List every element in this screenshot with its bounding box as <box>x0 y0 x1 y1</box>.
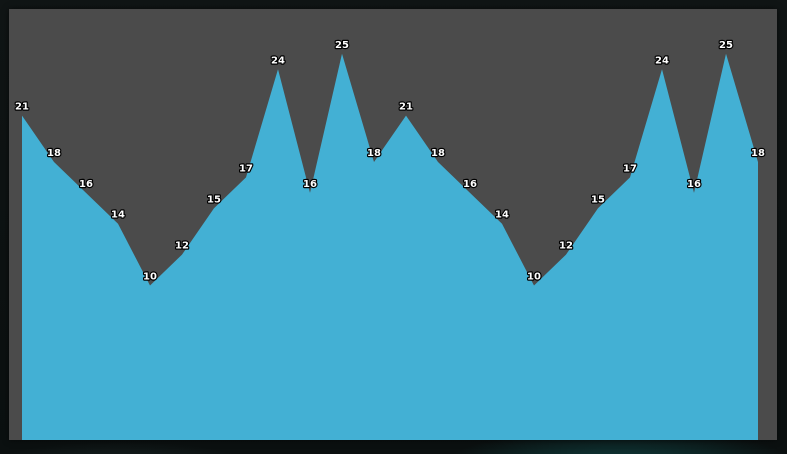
data-label-21: 24 <box>655 55 669 66</box>
data-label-3: 16 <box>79 179 93 190</box>
data-label-10: 16 <box>303 179 317 190</box>
data-label-14: 18 <box>431 148 445 159</box>
series-area <box>22 53 758 441</box>
data-label-1: 21 <box>15 102 29 113</box>
data-label-15: 16 <box>463 179 477 190</box>
data-label-4: 14 <box>111 210 125 221</box>
data-label-9: 24 <box>271 55 285 66</box>
data-label-8: 17 <box>239 163 253 174</box>
data-label-19: 15 <box>591 194 605 205</box>
data-label-18: 12 <box>559 241 573 252</box>
data-label-5: 10 <box>143 272 157 283</box>
area-chart: 21 18 16 14 10 12 15 17 24 16 25 18 21 18 16 14 10 12 15 17… <box>14 39 766 441</box>
data-label-17: 10 <box>527 272 541 283</box>
data-label-6: 12 <box>175 241 189 252</box>
data-label-22: 16 <box>687 179 701 190</box>
data-label-24: 18 <box>751 148 765 159</box>
data-label-11: 25 <box>335 40 349 51</box>
data-labels: 21 18 16 14 10 12 15 17 24 16 25 18 21 18 16 14 10 12 15 17… <box>14 39 766 284</box>
data-label-16: 14 <box>495 210 509 221</box>
data-label-13: 21 <box>399 102 413 113</box>
data-label-7: 15 <box>207 194 221 205</box>
data-label-20: 17 <box>623 163 637 174</box>
data-label-12: 18 <box>367 148 381 159</box>
data-label-2: 18 <box>47 148 61 159</box>
data-label-23: 25 <box>719 40 733 51</box>
chart-panel: 21 18 16 14 10 12 15 17 24 16 25 18 21 18 16 14 10 12 15 17… <box>9 9 777 441</box>
